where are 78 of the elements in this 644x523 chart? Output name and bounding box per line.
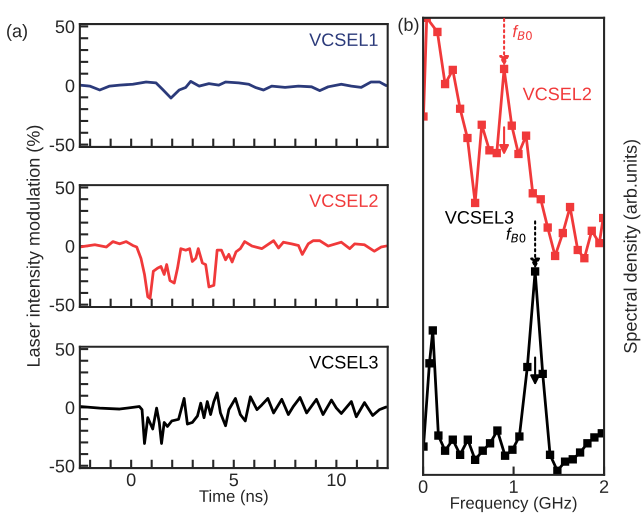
y-tick-label: 0 bbox=[66, 240, 74, 253]
point bbox=[558, 228, 567, 238]
y-axis-title: Spectral density (arb.units) bbox=[624, 140, 640, 353]
x-axis-title: Frequency (GHz) bbox=[451, 496, 576, 512]
y-tick-label: -50 bbox=[50, 138, 74, 152]
point bbox=[550, 252, 560, 260]
y-tick-label: 50 bbox=[56, 20, 74, 34]
y-tick-label: -50 bbox=[50, 298, 74, 312]
point bbox=[425, 359, 434, 368]
point bbox=[522, 132, 530, 140]
point bbox=[508, 121, 516, 130]
point bbox=[448, 66, 457, 74]
x-tick-label: 5 bbox=[229, 474, 238, 486]
point bbox=[485, 146, 494, 155]
text: (b) bbox=[398, 18, 418, 35]
line-series bbox=[80, 392, 388, 445]
y-tick-label: 0 bbox=[66, 401, 74, 414]
point bbox=[448, 436, 457, 444]
point bbox=[528, 189, 537, 198]
line-series bbox=[80, 80, 388, 100]
x-tick-label: 2 bbox=[600, 480, 608, 493]
line-series bbox=[80, 239, 388, 300]
annotation: f$_{B0}$ bbox=[506, 228, 526, 242]
point bbox=[456, 104, 464, 113]
point bbox=[595, 238, 604, 248]
x-tick-label: 1 bbox=[510, 480, 518, 493]
point bbox=[574, 246, 582, 254]
point bbox=[536, 195, 545, 204]
point bbox=[500, 64, 508, 74]
y-tick-label: 0 bbox=[66, 79, 74, 92]
point bbox=[433, 28, 442, 36]
y-tick-label: -50 bbox=[50, 460, 74, 472]
point bbox=[478, 446, 487, 455]
point bbox=[493, 426, 502, 435]
point bbox=[434, 431, 443, 440]
point bbox=[463, 134, 472, 142]
series-label: VCSEL3 bbox=[309, 356, 378, 369]
point bbox=[568, 455, 577, 464]
point bbox=[530, 267, 540, 276]
point bbox=[470, 198, 480, 208]
x-tick-label: 10 bbox=[328, 473, 346, 486]
point bbox=[538, 370, 547, 378]
y-tick-label: 50 bbox=[56, 343, 74, 356]
point bbox=[428, 326, 437, 335]
point bbox=[515, 432, 524, 441]
series-label: VCSEL2 bbox=[309, 194, 378, 208]
x-tick-label: 0 bbox=[418, 480, 428, 494]
text: VCSEL3 bbox=[444, 210, 514, 224]
point bbox=[514, 150, 523, 158]
point bbox=[546, 450, 554, 459]
point bbox=[523, 362, 532, 372]
point bbox=[588, 226, 596, 235]
point bbox=[470, 456, 480, 464]
point bbox=[583, 439, 592, 448]
x-axis-title: Time (ns) bbox=[199, 490, 268, 506]
point bbox=[440, 446, 450, 455]
point bbox=[544, 223, 552, 232]
annotation: f$_{B0}$ bbox=[512, 25, 532, 40]
point bbox=[486, 439, 494, 448]
point bbox=[508, 446, 517, 454]
point bbox=[560, 457, 570, 466]
point bbox=[580, 254, 589, 262]
point bbox=[576, 448, 584, 457]
point bbox=[464, 436, 472, 444]
point bbox=[440, 80, 450, 88]
series-label: VCSEL1 bbox=[309, 33, 378, 46]
point bbox=[456, 450, 464, 459]
point bbox=[478, 120, 486, 129]
text: (a) bbox=[7, 24, 27, 41]
point bbox=[492, 148, 501, 158]
y-axis-title: Laser intensity modulation (%) bbox=[26, 126, 44, 366]
point bbox=[553, 466, 562, 475]
y-tick-label: 50 bbox=[56, 181, 74, 194]
point bbox=[500, 452, 510, 460]
series-label: VCSEL2 bbox=[522, 88, 591, 100]
x-tick-label: 0 bbox=[126, 473, 136, 486]
point bbox=[566, 202, 574, 212]
point bbox=[590, 433, 599, 442]
